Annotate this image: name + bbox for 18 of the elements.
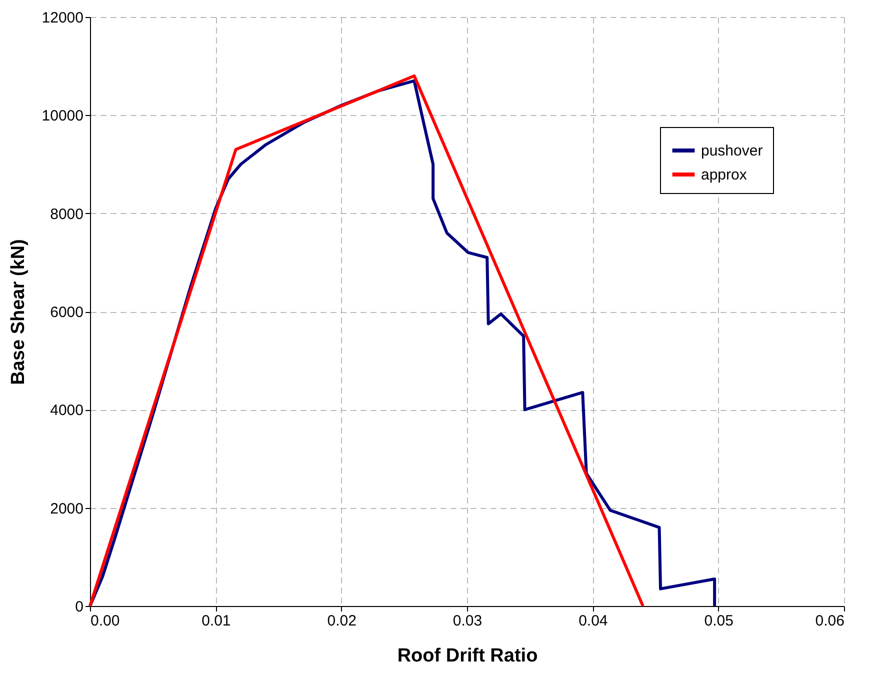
legend-label: pushover: [701, 142, 763, 160]
x-axis-title: Roof Drift Ratio: [397, 646, 538, 666]
x-tick-label: 0.00: [90, 612, 120, 630]
x-tick-label: 0.05: [704, 612, 734, 630]
y-tick-label: 12000: [42, 10, 84, 26]
x-tick-label: 0.04: [578, 612, 608, 630]
y-tick-label: 6000: [50, 304, 84, 321]
x-tick-label: 0.02: [327, 612, 356, 630]
y-tick-label: 8000: [50, 206, 84, 223]
y-tick-label: 0: [75, 598, 84, 616]
y-tick-label: 4000: [50, 402, 84, 420]
x-tick-label: 0.03: [452, 612, 482, 630]
y-tick-label: 10000: [42, 108, 84, 125]
x-tick-label: 0.06: [815, 612, 844, 630]
x-tick-label: 0.01: [202, 612, 231, 630]
y-tick-label: 2000: [50, 500, 84, 518]
y-axis-title: Base Shear (kN): [8, 239, 29, 385]
legend-label: approx: [701, 166, 748, 184]
